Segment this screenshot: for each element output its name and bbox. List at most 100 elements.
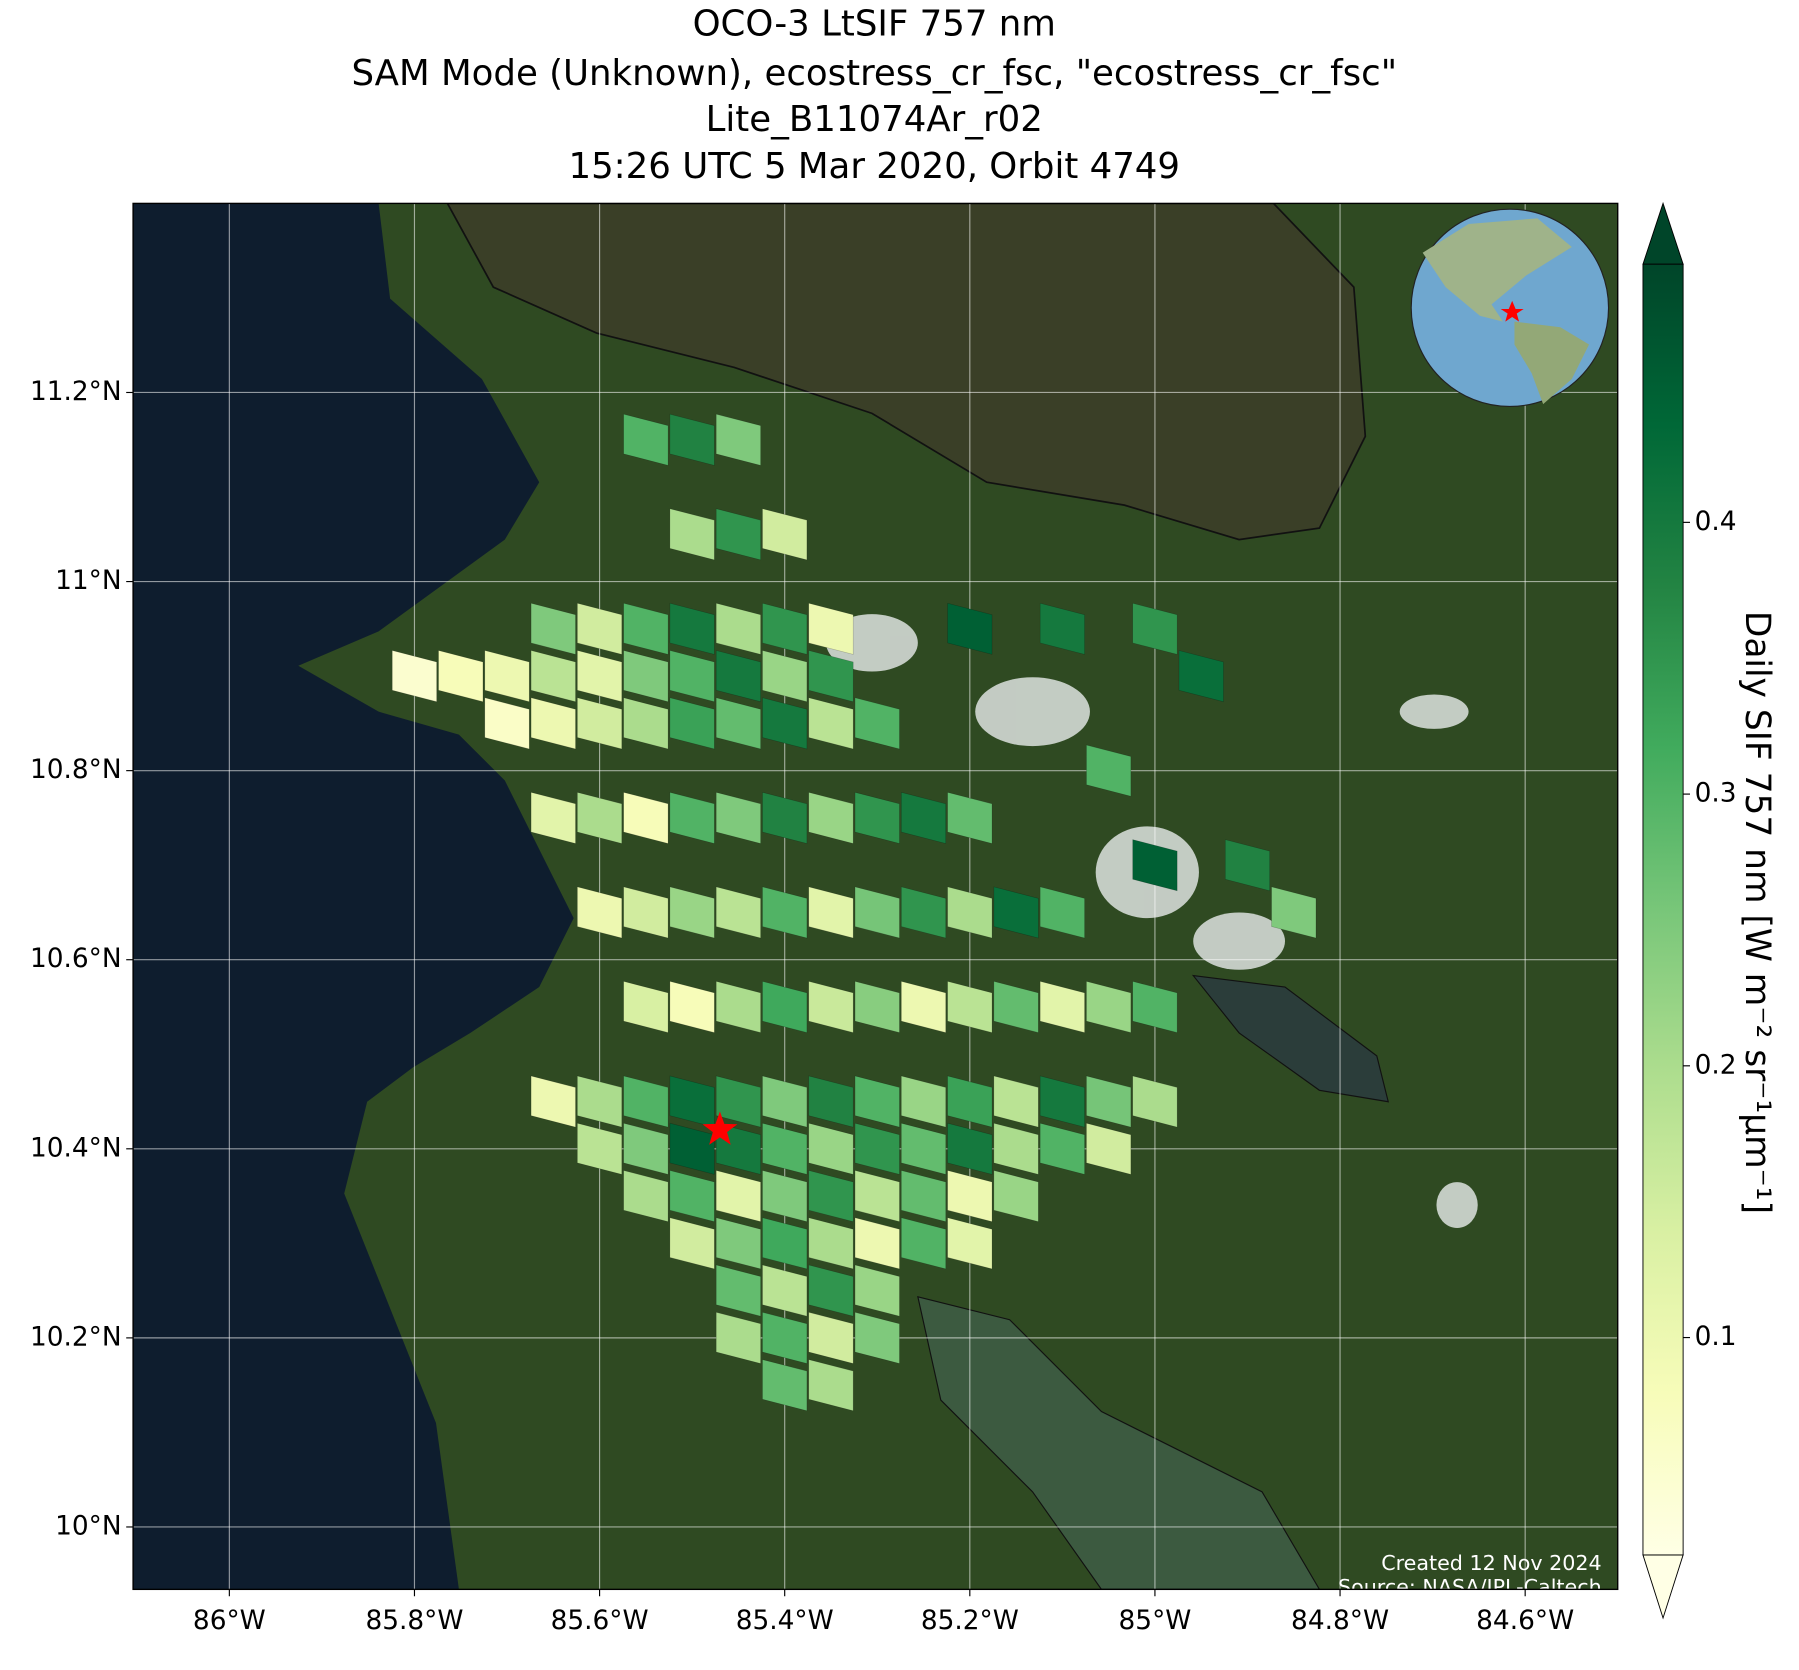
ocean [133, 203, 574, 1590]
sif-cell [623, 886, 669, 939]
sif-cell [762, 650, 808, 703]
sif-cell [715, 981, 761, 1033]
sif-cell [762, 1264, 808, 1317]
sif-cell [947, 981, 993, 1033]
sif-cell [854, 1217, 900, 1270]
sif-cell [715, 650, 761, 703]
sif-cell [808, 1075, 854, 1128]
sif-cell [808, 791, 854, 844]
sif-cell [762, 1122, 808, 1175]
sif-cell [947, 602, 993, 655]
lake [446, 203, 1367, 541]
sif-cell [762, 981, 808, 1033]
sif-cell [808, 1217, 854, 1270]
sif-cell [669, 1217, 715, 1270]
sif-cell [577, 1122, 623, 1175]
sif-cell [715, 508, 761, 561]
sif-cell [1132, 839, 1178, 892]
sif-cell [669, 1122, 715, 1175]
sif-cell [1132, 981, 1178, 1033]
sif-cell [623, 1075, 669, 1128]
sif-cell [947, 1217, 993, 1270]
sif-cell [715, 1170, 761, 1223]
colorbar-tick-label: 0.3 [1695, 779, 1737, 809]
sif-cell [623, 697, 669, 750]
sif-cell [901, 791, 947, 844]
sif-cell [577, 602, 623, 655]
sif-cell [1132, 1075, 1178, 1128]
title-line: SAM Mode (Unknown), ecostress_cr_fsc, "e… [351, 53, 1397, 94]
y-tick-label: 10°N [55, 1511, 121, 1541]
sif-cell [623, 981, 669, 1033]
sif-cell [1039, 1075, 1085, 1128]
y-tick-label: 10.8°N [30, 755, 122, 785]
sif-cell [669, 791, 715, 844]
y-tick-label: 10.6°N [30, 944, 122, 974]
sif-cell [1086, 1122, 1132, 1175]
sif-cell [808, 602, 854, 655]
sif-cell [762, 1170, 808, 1223]
sif-cell [808, 650, 854, 703]
sif-cell [993, 1170, 1039, 1223]
sif-cell [715, 413, 761, 466]
sif-cell [808, 1122, 854, 1175]
x-tick-label: 85.4°W [736, 1606, 834, 1636]
sif-cell [391, 650, 437, 703]
x-tick-label: 85°W [1119, 1606, 1192, 1636]
map-frame [132, 202, 1619, 1591]
sif-cell [669, 886, 715, 939]
sif-cell [1086, 744, 1132, 797]
sif-cell [993, 981, 1039, 1033]
sif-cell [947, 1122, 993, 1175]
sif-cell [854, 886, 900, 939]
sif-cell [762, 1217, 808, 1270]
sif-cell [669, 602, 715, 655]
sif-cell [669, 981, 715, 1033]
sif-cell [1039, 1122, 1085, 1175]
sif-cell [577, 697, 623, 750]
sif-cell [669, 413, 715, 466]
sif-cell [854, 791, 900, 844]
sif-cell [854, 1170, 900, 1223]
sif-swath [391, 413, 1317, 1412]
sif-cell [1086, 981, 1132, 1033]
sif-cell [623, 413, 669, 466]
title-line: 15:26 UTC 5 Mar 2020, Orbit 4749 [568, 146, 1180, 187]
basemap: Created 12 Nov 2024 Source: NASA/JPL-Cal… [133, 203, 1618, 1590]
colorbar: 0.1 0.2 0.3 0.4 Daily SIF 757 nm [W m⁻² sr⁻¹… [1642, 201, 1777, 1620]
sif-cell [762, 791, 808, 844]
sif-cell [808, 886, 854, 939]
sif-cell [901, 1217, 947, 1270]
sif-cell [623, 650, 669, 703]
y-tick-label: 10.4°N [30, 1133, 122, 1163]
title: OCO-3 LtSIF 757 nm SAM Mode (Unknown), e… [351, 4, 1397, 187]
colorbar-extend-min [1642, 1554, 1684, 1620]
sif-cell [808, 1311, 854, 1364]
gulf [917, 1296, 1321, 1590]
sif-cell [577, 1075, 623, 1128]
sif-cell [715, 697, 761, 750]
colorbar-body [1642, 263, 1684, 1556]
sif-cell [854, 697, 900, 750]
south-america [1514, 321, 1590, 405]
colorbar-tick-label: 0.1 [1695, 1322, 1737, 1352]
sif-cell [1132, 602, 1178, 655]
sif-cell [808, 1264, 854, 1317]
sif-cell [715, 886, 761, 939]
sif-cell [1086, 1075, 1132, 1128]
sif-cell [854, 1075, 900, 1128]
sif-cell [715, 1264, 761, 1317]
sif-cell [715, 1311, 761, 1364]
sif-cell [901, 1122, 947, 1175]
sif-cell [530, 650, 576, 703]
sif-cell [530, 791, 576, 844]
sif-cell [808, 1359, 854, 1412]
colorbar-label: Daily SIF 757 nm [W m⁻² sr⁻¹μm⁻¹] [1737, 611, 1777, 1214]
sif-cell [438, 650, 484, 703]
sif-cell [669, 1170, 715, 1223]
sif-cell [993, 1122, 1039, 1175]
sif-cell [901, 1170, 947, 1223]
sif-cell [808, 697, 854, 750]
sif-cell [669, 650, 715, 703]
sif-cell [623, 1170, 669, 1223]
